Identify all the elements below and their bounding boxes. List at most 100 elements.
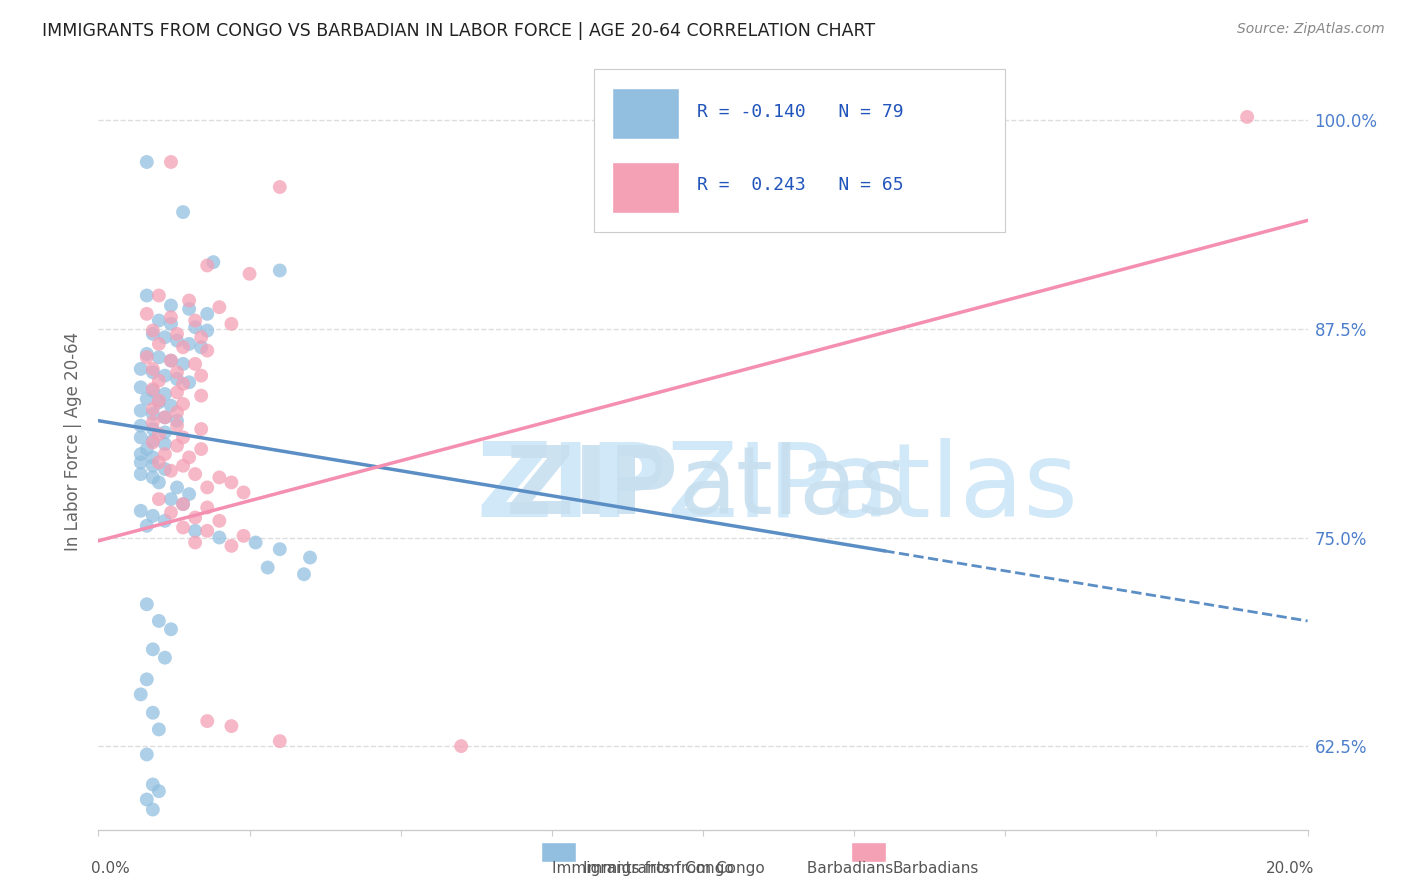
Point — [129, 403, 152, 417]
Point — [179, 450, 201, 465]
Point — [172, 430, 194, 444]
Point — [195, 343, 218, 358]
Point — [135, 307, 157, 321]
Point — [190, 422, 212, 436]
Text: ZIP: ZIP — [506, 442, 679, 534]
Point — [239, 267, 262, 281]
Point — [160, 506, 183, 520]
Point — [195, 524, 218, 538]
Point — [160, 353, 183, 368]
Point — [148, 492, 170, 507]
Point — [208, 514, 231, 528]
Point — [153, 410, 176, 425]
Point — [179, 293, 201, 308]
FancyBboxPatch shape — [541, 842, 576, 862]
Point — [135, 392, 157, 406]
Point — [148, 288, 170, 302]
Point — [129, 430, 152, 444]
Point — [153, 330, 176, 344]
Point — [232, 529, 254, 543]
Point — [166, 326, 188, 341]
Point — [160, 492, 183, 507]
Text: ZIP: ZIP — [477, 438, 666, 539]
Point — [172, 357, 194, 371]
Point — [142, 642, 165, 657]
Point — [160, 299, 183, 313]
Point — [148, 395, 170, 409]
Point — [184, 357, 207, 371]
Text: ZIPatlas: ZIPatlas — [666, 438, 1078, 539]
Point — [190, 389, 212, 403]
Point — [153, 650, 176, 665]
Point — [184, 467, 207, 481]
Point — [208, 531, 231, 545]
Point — [166, 365, 188, 379]
Point — [221, 317, 243, 331]
Point — [299, 550, 322, 565]
Point — [142, 362, 165, 376]
Point — [221, 719, 243, 733]
Point — [148, 614, 170, 628]
Point — [172, 376, 194, 391]
Point — [292, 567, 315, 582]
Point — [129, 504, 152, 518]
Text: 20.0%: 20.0% — [1267, 861, 1315, 876]
Point — [160, 622, 183, 636]
Point — [135, 597, 157, 611]
Point — [179, 487, 201, 501]
Point — [450, 739, 472, 753]
Point — [153, 447, 176, 461]
FancyBboxPatch shape — [851, 842, 886, 862]
Point — [166, 439, 188, 453]
Point — [160, 310, 183, 325]
Text: Immigrants from Congo: Immigrants from Congo — [583, 861, 765, 876]
Point — [129, 418, 152, 433]
Point — [129, 455, 152, 469]
Point — [135, 442, 157, 456]
Point — [148, 455, 170, 469]
Point — [142, 458, 165, 473]
Point — [232, 485, 254, 500]
Point — [142, 777, 165, 791]
Point — [190, 330, 212, 344]
Point — [195, 500, 218, 515]
Point — [129, 467, 152, 481]
Point — [269, 734, 291, 748]
Point — [208, 300, 231, 314]
Y-axis label: In Labor Force | Age 20-64: In Labor Force | Age 20-64 — [65, 332, 83, 551]
Point — [221, 539, 243, 553]
Point — [166, 334, 188, 348]
Point — [195, 324, 218, 338]
Point — [166, 372, 188, 386]
Point — [269, 542, 291, 557]
Point — [172, 497, 194, 511]
Point — [184, 510, 207, 524]
Point — [172, 520, 194, 534]
Point — [184, 320, 207, 334]
Point — [142, 407, 165, 421]
Text: R = -0.140   N = 79: R = -0.140 N = 79 — [697, 103, 904, 120]
Point — [153, 437, 176, 451]
Point — [148, 723, 170, 737]
Point — [166, 414, 188, 428]
Point — [269, 180, 291, 194]
Point — [184, 313, 207, 327]
Point — [148, 784, 170, 798]
Point — [179, 301, 201, 316]
Point — [142, 384, 165, 398]
FancyBboxPatch shape — [595, 69, 1005, 232]
Point — [172, 397, 194, 411]
Point — [166, 405, 188, 419]
Text: Source: ZipAtlas.com: Source: ZipAtlas.com — [1237, 22, 1385, 37]
Point — [184, 535, 207, 549]
Point — [172, 497, 194, 511]
Point — [142, 508, 165, 523]
Point — [160, 353, 183, 368]
Point — [153, 462, 176, 476]
Text: atlas: atlas — [679, 442, 907, 534]
Point — [142, 435, 165, 450]
Point — [142, 450, 165, 465]
Point — [135, 155, 157, 169]
Point — [256, 560, 278, 574]
Point — [190, 442, 212, 456]
